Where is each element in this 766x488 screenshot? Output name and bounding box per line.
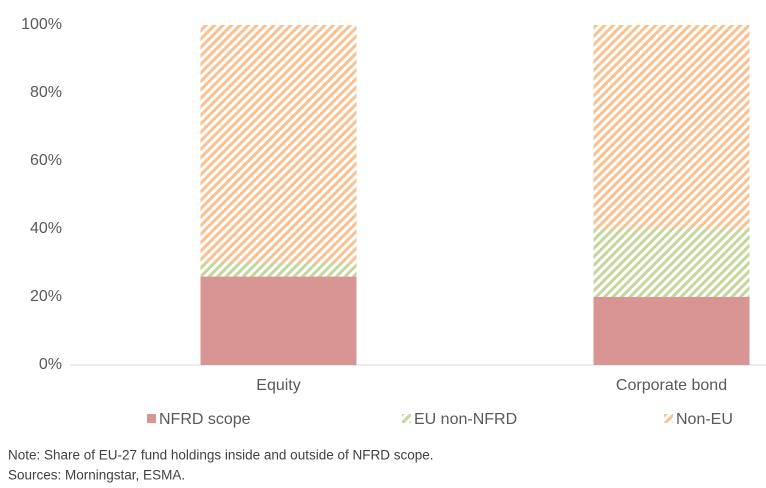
bar-segment: [200, 276, 357, 365]
bar-segment: [593, 297, 750, 365]
x-tick-label: Equity: [256, 377, 300, 394]
bar-segment: [200, 263, 357, 277]
bar-segment: [200, 25, 357, 263]
bar-segment: [593, 229, 750, 297]
y-tick-label: 0%: [39, 356, 62, 373]
y-tick-label: 20%: [30, 288, 62, 305]
legend-label: EU non-NFRD: [414, 411, 517, 428]
legend-swatch: [402, 414, 411, 423]
legend-label: NFRD scope: [159, 411, 251, 428]
note: Note: Share of EU-27 fund holdings insid…: [8, 448, 434, 463]
x-tick-label: Corporate bond: [616, 377, 727, 394]
y-tick-label: 60%: [30, 152, 62, 169]
legend-swatch: [147, 414, 156, 423]
y-tick-label: 80%: [30, 84, 62, 101]
bar-segment: [593, 25, 750, 229]
y-tick-label: 40%: [30, 220, 62, 237]
legend-label: Non-EU: [676, 411, 733, 428]
legend-swatch: [664, 414, 673, 423]
source: Sources: Morningstar, ESMA.: [8, 468, 185, 483]
y-tick-label: 100%: [21, 16, 62, 33]
